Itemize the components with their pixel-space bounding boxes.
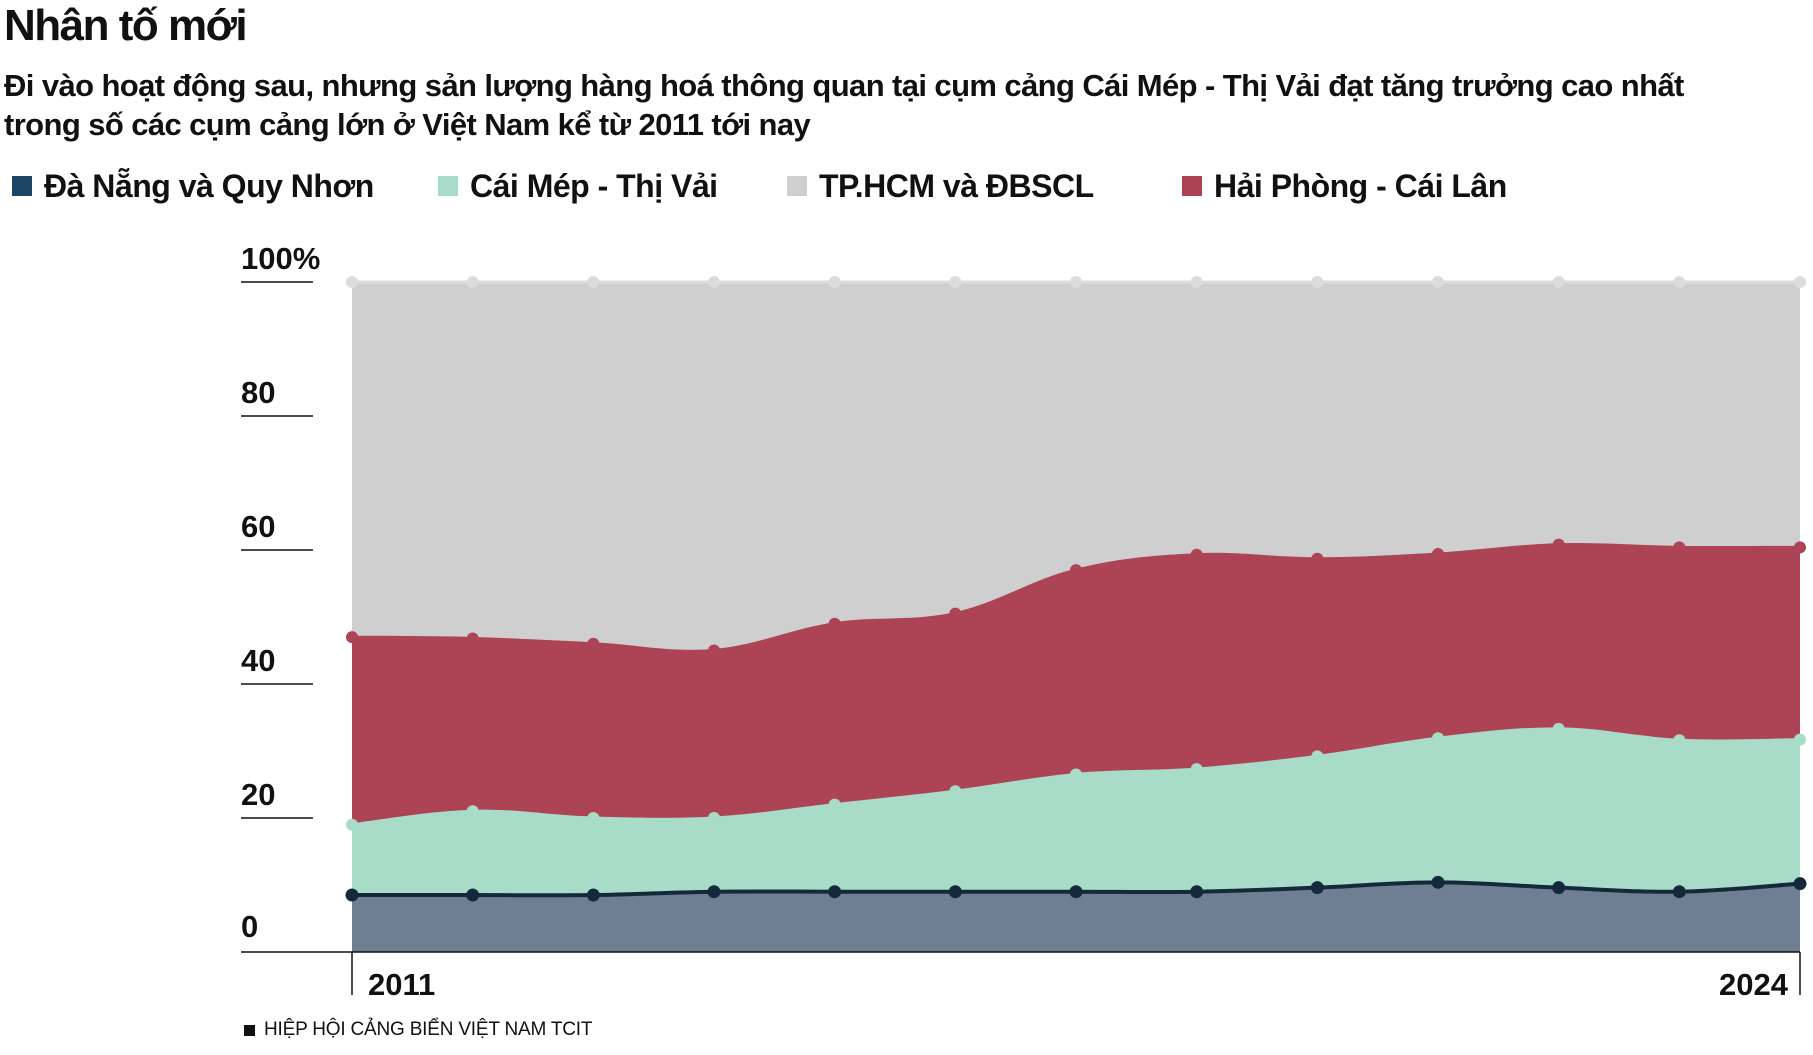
source-note: HIỆP HỘI CẢNG BIỂN VIỆT NAM TCIT [244,1019,592,1041]
point-hai-phong-cai-lan-2023 [1794,541,1806,554]
point-da-nang-quy-nhon-2017 [1069,885,1083,899]
point-da-nang-quy-nhon-2021 [1552,881,1566,895]
point-da-nang-quy-nhon-2020 [1431,875,1445,889]
point-tphcm-dbscl-2013 [587,276,600,288]
point-cai-mep-thi-vai-2011 [346,818,358,831]
point-hai-phong-cai-lan-2016 [949,607,962,620]
x-tick-label: 2024 [1719,967,1789,1002]
legend-swatch [12,176,32,196]
point-da-nang-quy-nhon-2023 [1793,877,1807,891]
point-hai-phong-cai-lan-2014 [708,644,720,657]
point-tphcm-dbscl-2021 [1552,276,1565,288]
point-cai-mep-thi-vai-2021 [1552,722,1565,735]
legend-item-tphcm-dbscl: TP.HCM và ĐBSCL [787,164,1094,208]
point-hai-phong-cai-lan-2011 [346,631,358,644]
legend-swatch [438,176,458,196]
chart-title: Nhân tố mới [4,1,248,50]
x-tick-label: 2011 [368,967,435,1002]
point-tphcm-dbscl-2011 [346,276,358,288]
point-cai-mep-thi-vai-2012 [466,805,479,818]
point-tphcm-dbscl-2022 [1673,276,1686,288]
point-da-nang-quy-nhon-2012 [466,888,480,902]
y-tick-label: 100% [241,241,320,276]
area-cai-mep-thi-vai [352,728,1800,896]
point-da-nang-quy-nhon-2022 [1672,885,1686,899]
point-hai-phong-cai-lan-2013 [587,637,600,650]
y-tick-label: 40 [241,643,275,678]
source-marker [244,1024,255,1036]
point-tphcm-dbscl-2016 [949,276,962,288]
point-cai-mep-thi-vai-2022 [1673,734,1686,747]
legend-swatch [1182,176,1202,196]
point-da-nang-quy-nhon-2016 [948,885,962,899]
point-cai-mep-thi-vai-2019 [1311,750,1324,763]
point-da-nang-quy-nhon-2011 [345,888,359,902]
legend-label: Hải Phòng - Cái Lân [1214,167,1507,204]
point-da-nang-quy-nhon-2019 [1310,881,1324,895]
point-tphcm-dbscl-2023 [1794,276,1806,288]
legend-item-cai-mep-thi-vai: Cái Mép - Thị Vải [438,164,718,208]
point-cai-mep-thi-vai-2023 [1794,733,1806,746]
point-hai-phong-cai-lan-2017 [1070,564,1082,577]
point-cai-mep-thi-vai-2015 [828,798,841,811]
point-tphcm-dbscl-2018 [1190,276,1203,288]
y-tick-label: 0 [241,909,258,944]
point-tphcm-dbscl-2014 [708,276,720,288]
chart-subtitle: Đi vào hoạt động sau, nhưng sản lượng hà… [4,68,1684,142]
point-tphcm-dbscl-2020 [1432,276,1444,288]
legend-swatch [787,176,807,196]
point-da-nang-quy-nhon-2014 [707,885,721,899]
point-cai-mep-thi-vai-2016 [949,785,962,798]
point-da-nang-quy-nhon-2018 [1190,885,1204,899]
point-cai-mep-thi-vai-2020 [1432,732,1444,745]
point-hai-phong-cai-lan-2018 [1190,548,1203,561]
y-tick-label: 60 [241,509,275,544]
source-text: HIỆP HỘI CẢNG BIỂN VIỆT NAM TCIT [264,1019,593,1040]
point-hai-phong-cai-lan-2015 [828,617,841,630]
point-hai-phong-cai-lan-2019 [1311,552,1324,565]
point-da-nang-quy-nhon-2013 [586,888,600,902]
point-tphcm-dbscl-2015 [828,276,841,288]
y-tick-label: 80 [241,375,275,410]
area-tphcm-dbscl [352,282,1800,652]
point-hai-phong-cai-lan-2020 [1432,548,1444,561]
legend-item-hai-phong-cai-lan: Hải Phòng - Cái Lân [1182,164,1507,208]
point-tphcm-dbscl-2017 [1070,276,1082,288]
point-cai-mep-thi-vai-2017 [1070,768,1082,781]
point-tphcm-dbscl-2019 [1311,276,1324,288]
point-hai-phong-cai-lan-2022 [1673,541,1686,554]
point-cai-mep-thi-vai-2014 [708,812,720,824]
area-da-nang-quy-nhon [352,882,1800,952]
legend-label: Cái Mép - Thị Vải [470,167,718,204]
area-hai-phong-cai-lan [352,544,1800,825]
y-tick-label: 20 [241,777,275,812]
point-cai-mep-thi-vai-2018 [1190,763,1203,776]
legend-item-da-nang-quy-nhon: Đà Nẵng và Quy Nhơn [12,164,374,208]
point-tphcm-dbscl-2012 [466,276,479,288]
legend-label: TP.HCM và ĐBSCL [819,167,1094,204]
point-da-nang-quy-nhon-2015 [828,885,842,899]
point-cai-mep-thi-vai-2013 [587,812,600,824]
legend-label: Đà Nẵng và Quy Nhơn [44,167,374,204]
point-hai-phong-cai-lan-2021 [1552,538,1565,551]
point-hai-phong-cai-lan-2012 [466,632,479,645]
